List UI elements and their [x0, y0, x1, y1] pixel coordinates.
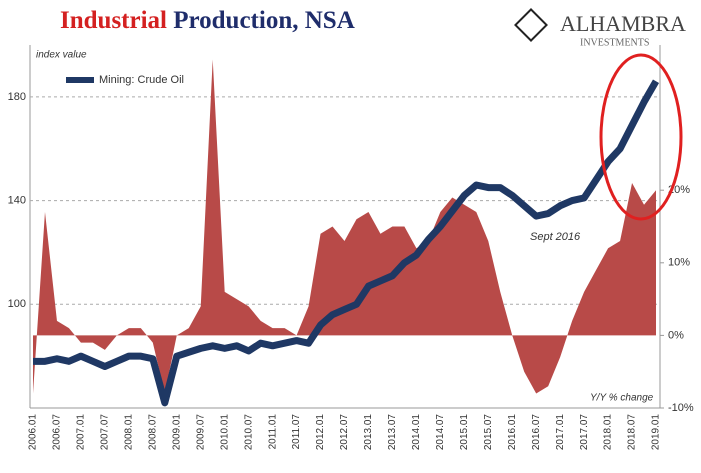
x-tick-label: 2015.07	[483, 414, 494, 451]
y2-tick-label: 0%	[668, 329, 684, 341]
y2-tick-label: -10%	[668, 402, 694, 414]
logo: ALHAMBRA INVESTMENTS	[514, 8, 686, 48]
area	[33, 59, 656, 394]
x-tick-label: 2011.01	[267, 414, 278, 450]
x-tick-label: 2012.01	[315, 414, 326, 451]
x-tick-label: 2007.07	[100, 414, 111, 451]
x-tick-label: 2008.07	[147, 414, 158, 451]
x-tick-label: 2006.07	[52, 414, 63, 451]
logo-mark	[514, 8, 548, 42]
annotation: Sept 2016	[530, 231, 581, 243]
x-tick-label: 2019.01	[651, 414, 662, 451]
x-tick-label: 2013.01	[363, 414, 374, 451]
y-axis-title: index value	[36, 50, 87, 61]
x-tick-label: 2014.01	[411, 414, 422, 451]
x-tick-label: 2014.07	[435, 414, 446, 451]
y2-axis-title: Y/Y % change	[590, 393, 654, 404]
x-tick-label: 2013.07	[387, 414, 398, 451]
x-tick-label: 2015.01	[459, 414, 470, 451]
x-tick-label: 2009.01	[171, 414, 182, 451]
x-tick-label: 2017.01	[555, 414, 566, 451]
x-tick-label: 2007.01	[76, 414, 87, 451]
y-tick-label: 140	[8, 194, 26, 206]
x-tick-label: 2016.01	[507, 414, 518, 451]
x-tick-label: 2008.01	[123, 414, 134, 451]
y-tick-label: 180	[8, 91, 26, 103]
logo-sub: INVESTMENTS	[580, 37, 649, 48]
x-tick-label: 2006.01	[28, 414, 39, 451]
line	[33, 79, 660, 407]
x-tick-label: 2012.07	[339, 414, 350, 451]
logo-name: ALHAMBRA	[560, 11, 686, 36]
x-tick-label: 2010.01	[219, 414, 230, 451]
x-tick-label: 2016.07	[531, 414, 542, 451]
x-tick-label: 2018.01	[603, 414, 614, 451]
y2-tick-label: 10%	[668, 257, 690, 269]
highlight-ellipse	[599, 53, 683, 221]
x-tick-label: 2011.07	[291, 414, 302, 450]
x-tick-label: 2010.07	[243, 414, 254, 451]
y-tick-label: 100	[8, 298, 26, 310]
x-tick-label: 2017.07	[579, 414, 590, 451]
legend-label: Mining: Crude Oil	[99, 74, 184, 86]
chart-title: Industrial Production, NSA	[60, 7, 355, 34]
x-tick-label: 2009.07	[195, 414, 206, 451]
x-tick-label: 2018.07	[627, 414, 638, 451]
